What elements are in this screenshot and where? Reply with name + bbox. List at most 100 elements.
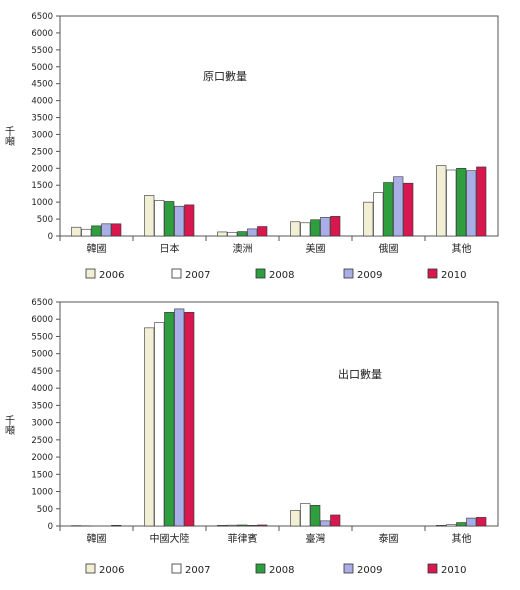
bar-2008-1 (91, 225, 102, 237)
bar-2008-6 (456, 522, 467, 527)
x-tick-label: 其他 (452, 532, 472, 545)
y-tick-label: 1000 (31, 488, 53, 498)
bar-2008-2 (164, 312, 175, 527)
legend-label-2007: 2007 (185, 565, 210, 576)
bar-2006-2 (144, 195, 155, 237)
bar-2010-3 (257, 524, 268, 527)
bar-2009-6 (466, 170, 477, 237)
bar-2009-5 (393, 176, 404, 237)
legend-label-2010: 2010 (441, 565, 466, 576)
bar-2008-6 (456, 168, 467, 237)
chart-title: 出口數量 (338, 367, 382, 381)
legend-label-2008: 2008 (269, 270, 294, 281)
legend-swatch-2008 (255, 563, 266, 574)
bar-2007-6 (446, 169, 457, 237)
y-tick-label: 3000 (31, 130, 53, 140)
legend-swatch-2007 (171, 563, 182, 574)
bar-2006-6 (436, 165, 447, 237)
bar-2010-4 (330, 514, 341, 527)
x-tick-label: 俄國 (379, 243, 399, 255)
legend-swatch-2010 (427, 268, 438, 279)
plot-frame (59, 15, 499, 237)
legend-label-2008: 2008 (269, 565, 294, 576)
bar-2010-2 (184, 204, 195, 237)
bar-2006-1 (71, 226, 82, 237)
y-tick-label: 5500 (31, 46, 53, 56)
legend-label-2009: 2009 (357, 565, 382, 576)
x-tick-label: 中國大陸 (150, 532, 190, 545)
x-tick-label: 韓國 (87, 243, 107, 255)
chart-1: 0 500 1000 1500 2000 2500 3000 3500 4000 4500 5000… (3, 12, 499, 281)
bar-2009-2 (174, 308, 185, 527)
bar-2007-5 (373, 192, 384, 237)
bar-2006-3 (217, 231, 228, 237)
bar-2010-2 (184, 312, 195, 527)
y-axis-label: 千噸 (3, 126, 15, 147)
bar-2010-3 (257, 226, 268, 237)
x-tick-label: 日本 (160, 242, 180, 255)
bar-2006-4 (290, 221, 301, 237)
legend-label-2010: 2010 (441, 270, 466, 281)
legend-swatch-2007 (171, 268, 182, 279)
bar-2010-4 (330, 216, 341, 237)
x-tick-label: 美國 (306, 242, 326, 255)
bar-2007-3 (227, 524, 238, 527)
bar-2007-3 (227, 231, 238, 237)
bar-2009-6 (466, 517, 477, 527)
bar-2009-2 (174, 205, 185, 237)
y-tick-label: 4500 (31, 80, 53, 90)
bar-2007-6 (446, 524, 457, 527)
y-tick-label: 6000 (31, 29, 53, 39)
legend-label-2006: 2006 (99, 270, 124, 281)
y-tick-label: 2000 (31, 164, 53, 174)
legend-swatch-2006 (85, 563, 96, 574)
bar-2009-3 (247, 525, 258, 527)
bar-2006-3 (217, 525, 228, 527)
y-tick-label: 2500 (31, 436, 53, 446)
plot-frame (59, 301, 499, 527)
y-tick-label: 4000 (31, 97, 53, 107)
y-tick-label: 5000 (31, 350, 53, 360)
legend-label-2009: 2009 (357, 270, 382, 281)
legend-label-2006: 2006 (99, 565, 124, 576)
bar-2007-2 (154, 200, 165, 237)
bar-2007-4 (300, 222, 311, 237)
x-tick-label: 其他 (452, 242, 472, 255)
bar-2009-1 (101, 223, 112, 237)
y-tick-label: 0 (48, 522, 53, 532)
legend-swatch-2009 (343, 563, 354, 574)
bar-2009-3 (247, 228, 258, 237)
y-tick-label: 6500 (31, 12, 53, 22)
y-tick-label: 1500 (31, 181, 53, 191)
bar-2006-2 (144, 327, 155, 527)
chart-2: 0 500 1000 1500 2000 2500 3000 3500 4000 4500 5000… (3, 298, 499, 576)
x-tick-label: 臺灣 (306, 532, 326, 545)
y-tick-label: 1000 (31, 198, 53, 208)
y-axis-label: 千噸 (3, 415, 15, 436)
bar-2010-6 (476, 517, 487, 527)
y-tick-label: 6000 (31, 315, 53, 325)
bar-2010-5 (403, 182, 414, 237)
legend-swatch-2006 (85, 268, 96, 279)
y-tick-label: 2500 (31, 147, 53, 157)
y-tick-label: 3500 (31, 114, 53, 124)
bar-2008-4 (310, 219, 321, 237)
bar-2010-1 (111, 525, 122, 527)
bar-2009-4 (320, 520, 331, 527)
chart-title: 原口數量 (203, 70, 247, 83)
bar-2009-4 (320, 217, 331, 237)
legend-swatch-2010 (427, 563, 438, 574)
legend-label-2007: 2007 (185, 270, 210, 281)
y-tick-label: 2000 (31, 453, 53, 463)
bar-2010-6 (476, 166, 487, 237)
bar-2007-2 (154, 322, 165, 527)
y-tick-label: 3000 (31, 419, 53, 429)
bar-2008-5 (383, 182, 394, 237)
x-tick-label: 菲律賓 (228, 532, 258, 545)
x-tick-label: 韓國 (87, 533, 107, 545)
legend-swatch-2009 (343, 268, 354, 279)
bar-2010-1 (111, 223, 122, 237)
bar-2008-3 (237, 231, 248, 237)
bar-2008-4 (310, 505, 321, 527)
